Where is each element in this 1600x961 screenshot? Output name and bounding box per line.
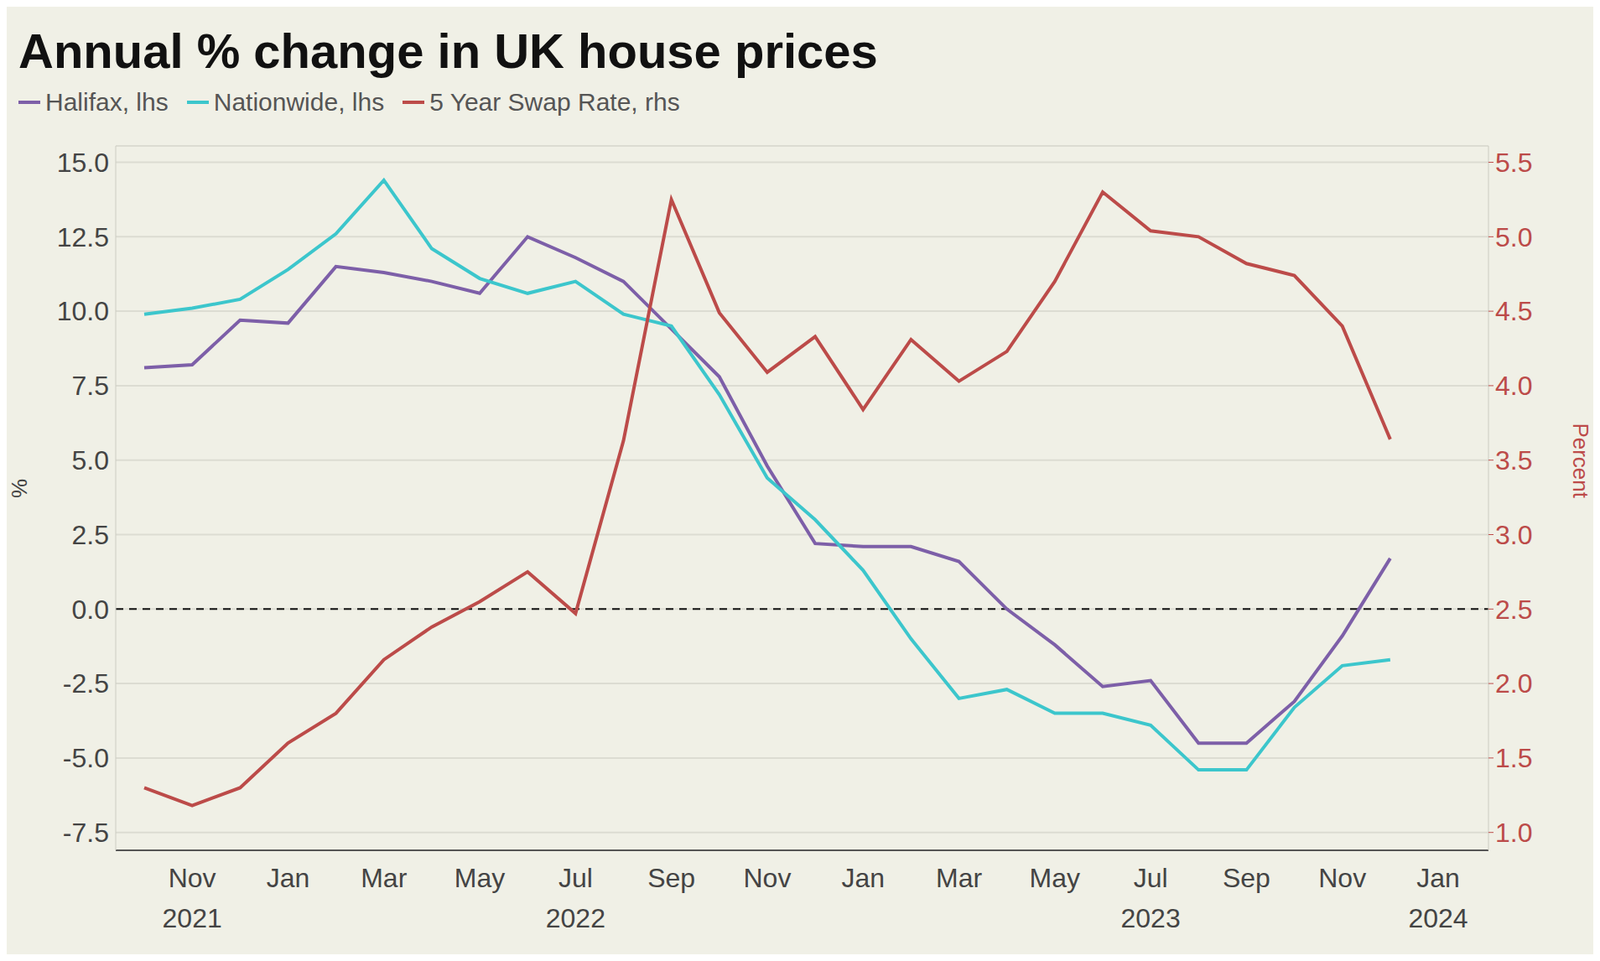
svg-text:-2.5: -2.5 bbox=[62, 668, 110, 699]
svg-text:12.5: 12.5 bbox=[57, 222, 110, 253]
svg-text:Jul2023: Jul2023 bbox=[1121, 862, 1181, 934]
svg-text:0.0: 0.0 bbox=[72, 594, 110, 625]
svg-text:15.0: 15.0 bbox=[57, 147, 110, 178]
svg-text:Sep: Sep bbox=[1222, 862, 1271, 894]
svg-text:Mar: Mar bbox=[360, 862, 407, 894]
svg-text:3.5: 3.5 bbox=[1495, 445, 1533, 476]
html-text:Nationwide, lhs: Nationwide, lhs bbox=[213, 88, 385, 116]
svg-text:3.0: 3.0 bbox=[1495, 519, 1533, 551]
svg-text:Sep: Sep bbox=[647, 862, 696, 894]
svg-text:May: May bbox=[1029, 862, 1081, 894]
svg-text:10.0: 10.0 bbox=[57, 296, 110, 327]
svg-text:Jan2024: Jan2024 bbox=[1407, 862, 1468, 934]
svg-text:-7.5: -7.5 bbox=[62, 817, 110, 848]
svg-text:2.5: 2.5 bbox=[1495, 594, 1533, 625]
html-text:Annual % change in UK house pr: Annual % change in UK house prices bbox=[18, 23, 878, 78]
svg-text:1.0: 1.0 bbox=[1495, 817, 1533, 848]
svg-text:5.5: 5.5 bbox=[1495, 147, 1533, 178]
svg-text:2.0: 2.0 bbox=[1495, 668, 1533, 699]
svg-text:Jan: Jan bbox=[841, 862, 885, 894]
svg-text:May: May bbox=[454, 862, 505, 894]
html-text:5 Year Swap Rate, rhs: 5 Year Swap Rate, rhs bbox=[429, 88, 680, 116]
svg-text:-5.0: -5.0 bbox=[62, 742, 110, 774]
svg-text:Mar: Mar bbox=[935, 862, 982, 894]
svg-text:4.0: 4.0 bbox=[1495, 370, 1533, 401]
svg-text:2.5: 2.5 bbox=[72, 519, 110, 551]
svg-text:Nov: Nov bbox=[1318, 862, 1367, 894]
svg-text:5.0: 5.0 bbox=[72, 445, 110, 476]
svg-text:Jan: Jan bbox=[266, 862, 311, 894]
svg-text:5.0: 5.0 bbox=[1495, 222, 1533, 253]
svg-text:Nov2021: Nov2021 bbox=[162, 862, 223, 934]
svg-text:4.5: 4.5 bbox=[1495, 296, 1533, 327]
svg-text:1.5: 1.5 bbox=[1495, 742, 1533, 774]
svg-text:Percent: Percent bbox=[1568, 422, 1594, 499]
html-text:Halifax, lhs: Halifax, lhs bbox=[45, 88, 169, 116]
svg-text:Jul2022: Jul2022 bbox=[545, 862, 606, 934]
svg-text:Nov: Nov bbox=[742, 862, 791, 894]
svg-text:7.5: 7.5 bbox=[72, 370, 110, 401]
svg-text:%: % bbox=[6, 478, 32, 499]
